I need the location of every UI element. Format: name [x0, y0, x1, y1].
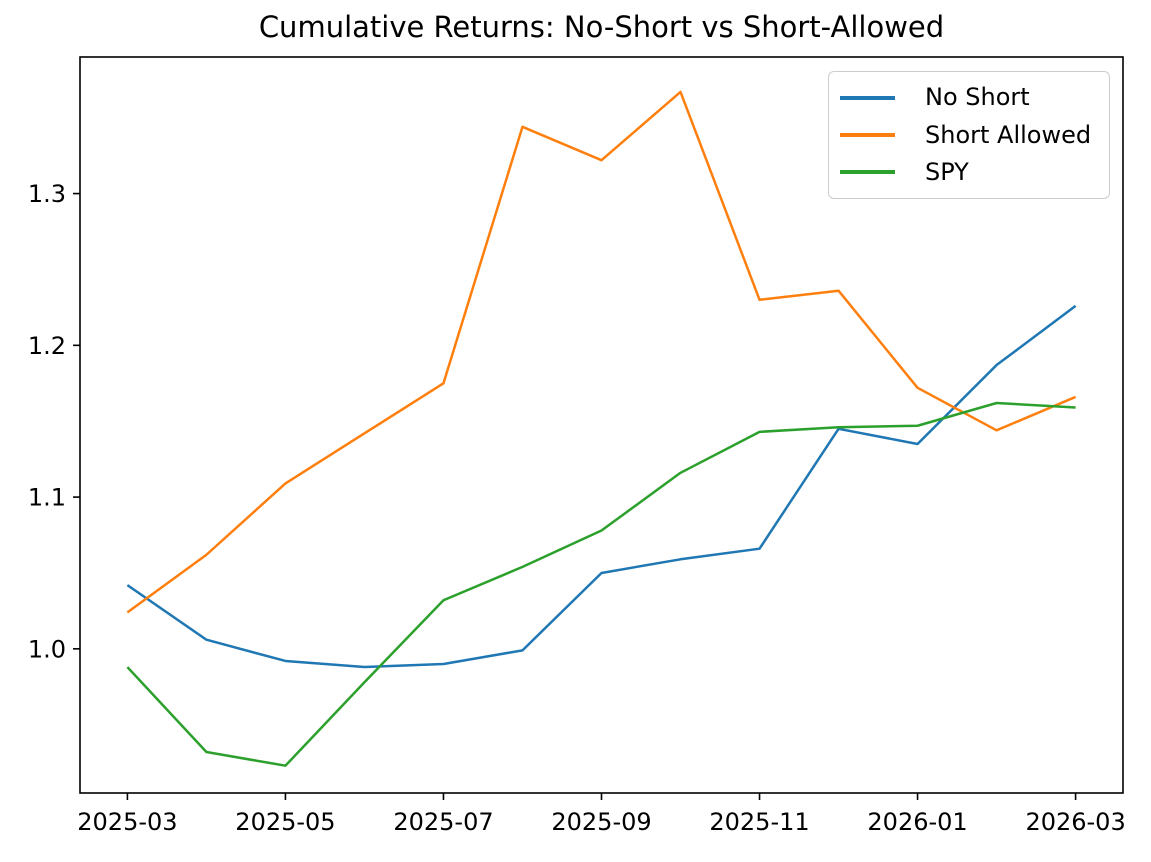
legend-label-no-short: No Short: [925, 83, 1030, 112]
legend-item-short-allowed: Short Allowed: [829, 120, 1109, 149]
spy-line-icon: [840, 170, 895, 175]
x-axis-tick-label: 2025-07: [393, 808, 493, 836]
short-allowed-line-icon: [840, 132, 895, 137]
x-axis-tick-label: 2025-05: [235, 808, 335, 836]
series-line-spy: [126, 401, 1076, 767]
series-line-no-short: [126, 304, 1077, 669]
y-axis-tick-label: 1.2: [28, 332, 66, 360]
y-axis-tick-label: 1.0: [28, 635, 66, 663]
legend-item-spy: SPY: [829, 158, 1109, 187]
no-short-line-icon: [840, 95, 895, 100]
legend: No Short Short Allowed SPY: [828, 71, 1110, 199]
x-axis-tick-label: 2025-11: [709, 808, 809, 836]
legend-label-spy: SPY: [925, 158, 969, 187]
chart-title: Cumulative Returns: No-Short vs Short-Al…: [258, 10, 945, 44]
series-line-short-allowed: [126, 90, 1077, 614]
y-axis-tick-label: 1.3: [28, 180, 66, 208]
x-axis-tick-label: 2026-01: [867, 808, 967, 836]
legend-item-no-short: No Short: [829, 83, 1109, 112]
y-axis-tick-label: 1.1: [28, 484, 66, 512]
legend-label-short-allowed: Short Allowed: [925, 120, 1092, 149]
x-axis-tick-label: 2025-03: [77, 808, 177, 836]
x-axis-tick-label: 2026-03: [1025, 808, 1125, 836]
x-axis-tick-label: 2025-09: [551, 808, 651, 836]
